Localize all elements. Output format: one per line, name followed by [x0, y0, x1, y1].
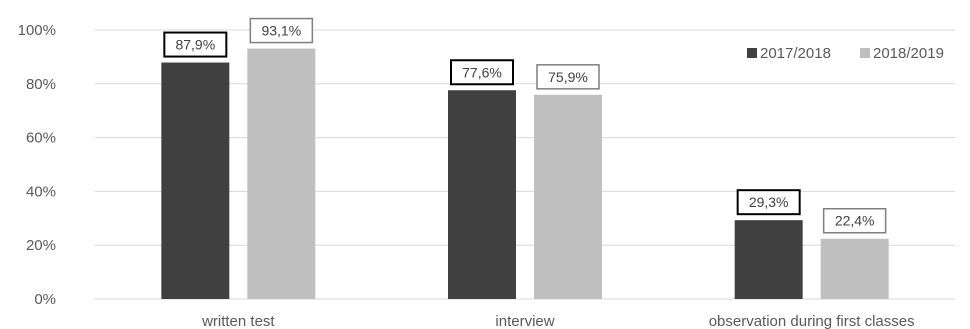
- x-category-label: interview: [495, 313, 554, 329]
- bar-2017-2018-2: [734, 220, 803, 299]
- data-labels: 87,9% 93,1% 77,6% 75,9% 29,3% 22,4%: [163, 17, 887, 234]
- data-label-box: [163, 31, 228, 58]
- data-label-box: [536, 64, 600, 90]
- gridlines: [95, 29, 955, 300]
- y-tick-label: 100%: [18, 22, 56, 39]
- data-label: 87,9%: [175, 37, 215, 53]
- legend-swatch: [860, 48, 870, 58]
- bars: [161, 48, 889, 300]
- x-axis-categories: written test interview observation during …: [201, 313, 915, 329]
- data-label-box: [450, 59, 514, 86]
- y-tick-label: 40%: [26, 183, 56, 200]
- legend: 2017/2018 2018/2019: [747, 45, 944, 62]
- data-label-box: [822, 207, 887, 234]
- bar-2018-2019-2: [820, 238, 889, 299]
- legend-label: 2017/2018: [760, 45, 831, 62]
- data-label: 75,9%: [548, 69, 588, 85]
- y-axis-ticks: 0% 20% 40% 60% 80% 100%: [18, 22, 56, 308]
- data-label: 22,4%: [835, 213, 875, 229]
- y-tick-label: 20%: [26, 237, 56, 254]
- y-tick-label: 0%: [34, 291, 56, 308]
- legend-swatch: [747, 48, 757, 58]
- data-label: 29,3%: [749, 194, 789, 210]
- data-label-box: [249, 17, 314, 44]
- bar-2018-2019-0: [247, 48, 316, 299]
- bar-2017-2018-1: [448, 90, 516, 299]
- data-label: 93,1%: [261, 23, 301, 39]
- x-category-label: written test: [201, 313, 275, 329]
- y-tick-label: 60%: [26, 130, 56, 147]
- data-label: 77,6%: [462, 64, 502, 80]
- legend-label: 2018/2019: [873, 45, 944, 62]
- data-label-box: [736, 189, 801, 216]
- y-tick-label: 80%: [26, 76, 56, 93]
- bar-2017-2018-0: [161, 62, 230, 300]
- bar-2018-2019-1: [534, 94, 602, 299]
- x-category-label: observation during first classes: [709, 313, 915, 329]
